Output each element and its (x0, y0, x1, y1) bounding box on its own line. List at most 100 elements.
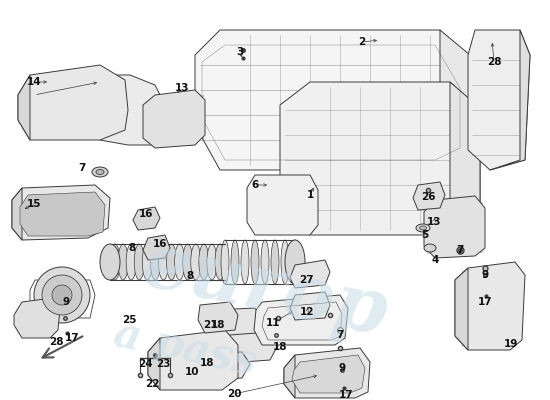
Polygon shape (290, 260, 330, 288)
Text: 2: 2 (359, 37, 366, 47)
Ellipse shape (261, 240, 269, 284)
Text: 13: 13 (427, 217, 441, 227)
Text: 9: 9 (481, 270, 488, 280)
Text: 18: 18 (200, 358, 215, 368)
Text: 13: 13 (175, 83, 189, 93)
Polygon shape (468, 30, 530, 170)
Polygon shape (198, 352, 250, 380)
Polygon shape (490, 30, 530, 170)
Ellipse shape (420, 226, 426, 230)
Text: europ: europ (135, 228, 394, 352)
Polygon shape (292, 355, 365, 393)
Ellipse shape (231, 240, 239, 284)
Text: 5: 5 (421, 230, 428, 240)
Polygon shape (133, 207, 160, 230)
Polygon shape (20, 192, 105, 236)
Text: 22: 22 (145, 379, 160, 389)
Ellipse shape (221, 240, 229, 284)
Text: 18: 18 (273, 342, 287, 352)
Polygon shape (254, 295, 348, 345)
Text: 12: 12 (300, 307, 314, 317)
Polygon shape (440, 30, 470, 170)
Ellipse shape (92, 167, 108, 177)
Text: 16: 16 (139, 209, 153, 219)
Polygon shape (12, 185, 110, 240)
Text: 28: 28 (49, 337, 63, 347)
Ellipse shape (142, 244, 152, 280)
Ellipse shape (126, 244, 136, 280)
Polygon shape (455, 268, 468, 350)
Ellipse shape (199, 244, 209, 280)
Polygon shape (222, 332, 278, 363)
Text: 14: 14 (27, 77, 41, 87)
Ellipse shape (100, 244, 120, 280)
Text: 4: 4 (431, 255, 439, 265)
Text: 7: 7 (78, 163, 86, 173)
Polygon shape (450, 82, 480, 235)
Ellipse shape (174, 244, 185, 280)
Text: 27: 27 (299, 275, 314, 285)
Ellipse shape (134, 244, 144, 280)
Text: 28: 28 (487, 57, 501, 67)
Ellipse shape (167, 244, 177, 280)
Polygon shape (18, 75, 30, 140)
Text: 7: 7 (456, 245, 464, 255)
Polygon shape (290, 292, 330, 320)
Ellipse shape (416, 224, 430, 232)
Polygon shape (198, 302, 238, 333)
Ellipse shape (110, 244, 120, 280)
Ellipse shape (150, 244, 161, 280)
Polygon shape (143, 90, 205, 148)
Polygon shape (14, 298, 60, 338)
Text: 17: 17 (339, 390, 353, 400)
Text: 17: 17 (65, 333, 79, 343)
Ellipse shape (118, 244, 128, 280)
Text: a pass: a pass (110, 312, 260, 384)
Text: 6: 6 (251, 180, 258, 190)
Text: 18: 18 (211, 320, 226, 330)
Polygon shape (455, 262, 525, 350)
Polygon shape (280, 82, 480, 235)
Text: 7: 7 (336, 330, 344, 340)
Ellipse shape (215, 244, 225, 280)
Polygon shape (195, 30, 470, 170)
Text: 9: 9 (338, 363, 345, 373)
Text: 23: 23 (156, 359, 170, 369)
Ellipse shape (52, 285, 72, 305)
Text: 11: 11 (266, 318, 280, 328)
Ellipse shape (281, 240, 289, 284)
Ellipse shape (34, 267, 90, 323)
Text: 25: 25 (122, 315, 136, 325)
Ellipse shape (285, 240, 305, 284)
Text: 19: 19 (504, 339, 518, 349)
Polygon shape (413, 182, 445, 210)
Text: 20: 20 (227, 389, 241, 399)
Text: 1: 1 (306, 190, 313, 200)
Text: 8: 8 (128, 243, 136, 253)
Polygon shape (12, 188, 22, 240)
Text: 15: 15 (27, 199, 41, 209)
Ellipse shape (42, 275, 82, 315)
Ellipse shape (191, 244, 201, 280)
Text: 26: 26 (421, 192, 435, 202)
Polygon shape (284, 355, 295, 398)
Ellipse shape (158, 244, 168, 280)
Polygon shape (143, 235, 170, 260)
Polygon shape (18, 65, 128, 140)
Text: 16: 16 (153, 239, 167, 249)
Ellipse shape (424, 244, 436, 252)
Ellipse shape (207, 244, 217, 280)
Polygon shape (284, 348, 370, 398)
Polygon shape (247, 175, 318, 235)
Polygon shape (100, 75, 165, 145)
Text: 21: 21 (203, 320, 217, 330)
Ellipse shape (251, 240, 259, 284)
Ellipse shape (271, 240, 279, 284)
Text: 10: 10 (185, 367, 199, 377)
Ellipse shape (96, 170, 104, 174)
Ellipse shape (183, 244, 192, 280)
Text: 9: 9 (63, 297, 69, 307)
Text: 3: 3 (236, 47, 244, 57)
Polygon shape (148, 330, 238, 390)
Polygon shape (424, 196, 485, 258)
